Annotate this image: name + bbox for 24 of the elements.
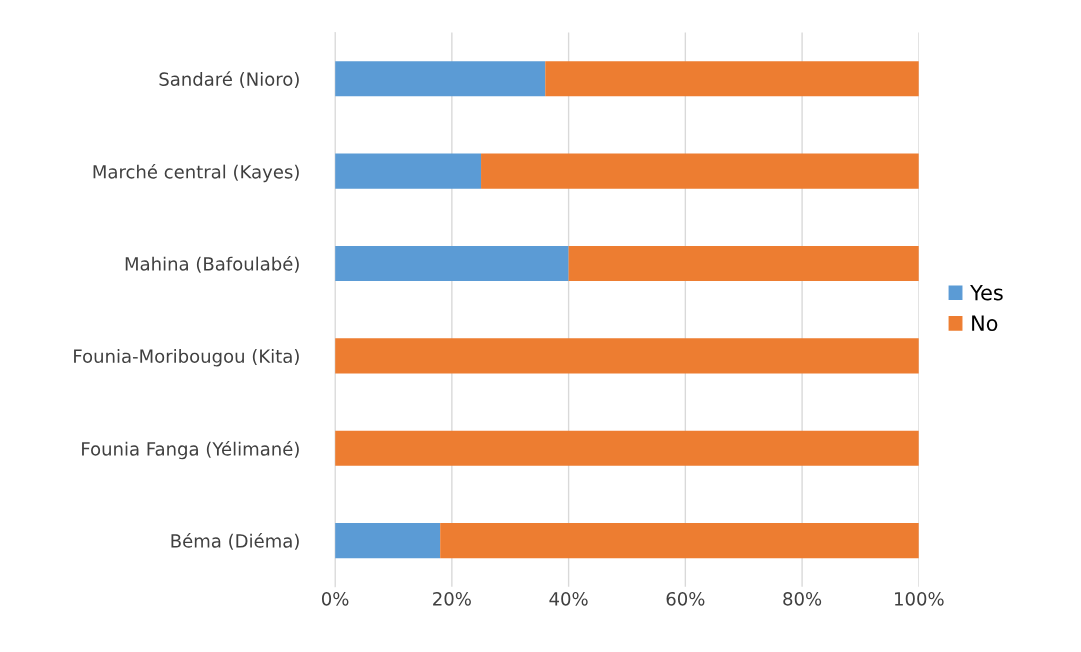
bar: [440, 523, 919, 559]
y-tick-label: Founia Fanga (Yélimané): [82, 441, 299, 460]
x-tick-label: 60%: [666, 591, 705, 606]
legend-label: Yes: [970, 284, 1003, 301]
bar: [568, 245, 919, 282]
bar: [335, 338, 919, 374]
bar: [335, 523, 441, 559]
bar: [545, 61, 919, 97]
legend-label: No: [972, 315, 998, 332]
x-tick-label: 20%: [433, 591, 471, 606]
y-tick-label: Mahina (Bafoulabé): [125, 255, 299, 273]
x-tick-label: 0%: [321, 591, 349, 606]
bar: [335, 430, 919, 466]
x-tick-label: 40%: [549, 591, 588, 606]
bar: [335, 245, 569, 282]
bar: [335, 153, 482, 189]
y-tick-label: Béma (Diéma): [171, 533, 299, 550]
x-tick-label: 80%: [783, 591, 822, 606]
x-tick-label: 100%: [895, 591, 944, 606]
y-tick-label: Sandaré (Nioro): [159, 71, 299, 89]
y-tick-label: Marché central (Kayes): [93, 163, 299, 183]
bar: [335, 61, 546, 97]
bar: [481, 153, 919, 189]
y-tick-label: Founia-Moribougou (Kita): [74, 349, 299, 367]
